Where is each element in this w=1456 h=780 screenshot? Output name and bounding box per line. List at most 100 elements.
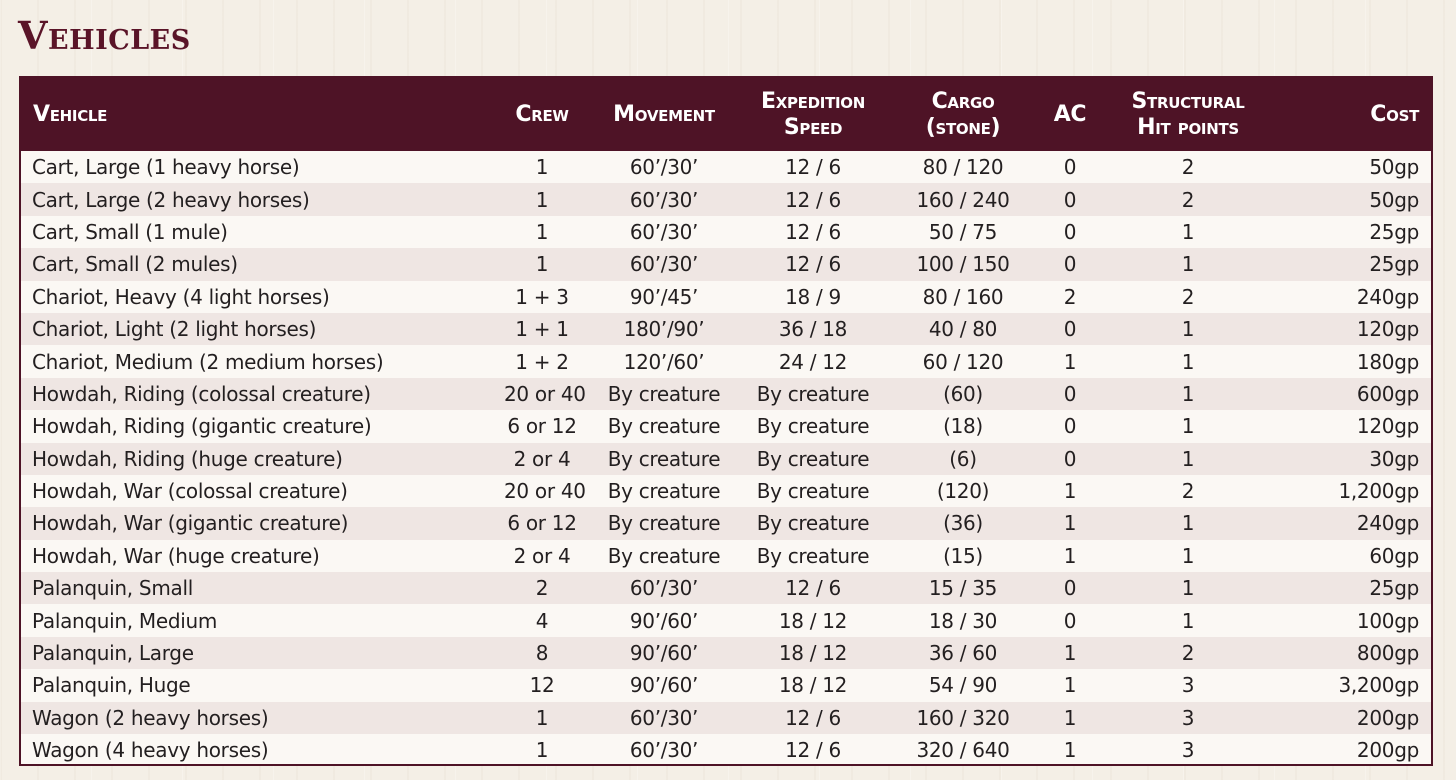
header-expedition-speed-line1: Expedition — [761, 88, 865, 114]
cell-movement: 60’/30’ — [629, 705, 699, 730]
cell-structural-hp: 3 — [1181, 705, 1195, 730]
cell-expedition-speed: 12 / 6 — [785, 738, 841, 763]
cell-cargo: 320 / 640 — [916, 738, 1010, 763]
cell-crew: 20 or 40 — [504, 479, 586, 504]
cell-structural-hp: 2 — [1181, 187, 1195, 212]
cell-expedition-speed: By creature — [756, 511, 870, 536]
cell-ac: 0 — [1063, 155, 1077, 180]
cell-expedition-speed: 18 / 12 — [778, 673, 848, 698]
cell-cost: 50gp — [1369, 155, 1419, 180]
cell-crew: 1 — [535, 155, 549, 180]
cell-cost: 25gp — [1369, 252, 1419, 277]
cell-cargo: 54 / 90 — [928, 673, 998, 698]
table-header-row: Vehicle Crew Movement Expedition Speed C… — [21, 78, 1431, 151]
cell-ac: 0 — [1063, 317, 1077, 342]
header-structural-hp-line1: Structural — [1131, 88, 1245, 114]
cell-cargo: 80 / 160 — [922, 284, 1004, 309]
cell-crew: 2 — [535, 576, 549, 601]
cell-cost: 240gp — [1356, 284, 1419, 309]
cell-movement: 120’/60’ — [623, 349, 705, 374]
cell-movement: 180’/90’ — [623, 317, 705, 342]
cell-cost: 1,200gp — [1338, 479, 1419, 504]
cell-movement: 60’/30’ — [629, 252, 699, 277]
cell-movement: 90’/60’ — [629, 673, 699, 698]
cell-vehicle: Cart, Large (2 heavy horses) — [32, 187, 310, 212]
cell-ac: 1 — [1063, 705, 1077, 730]
cell-crew: 20 or 40 — [504, 381, 586, 406]
cell-cargo: (6) — [949, 446, 977, 471]
cell-structural-hp: 2 — [1181, 155, 1195, 180]
cell-crew: 4 — [535, 608, 549, 633]
cell-vehicle: Palanquin, Medium — [32, 608, 218, 633]
table-body: Cart, Large (1 heavy horse) 1 60’/30’ 12 / … — [21, 151, 1431, 764]
cell-crew: 1 — [535, 252, 549, 277]
table-row: Wagon (2 heavy horses) 1 60’/30’ 12 / 6 160 … — [21, 701, 1431, 735]
cell-expedition-speed: By creature — [756, 543, 870, 568]
header-structural-hp: Structural Hit points — [1102, 78, 1274, 151]
cell-movement: 60’/30’ — [629, 187, 699, 212]
cell-cargo: 80 / 120 — [922, 155, 1004, 180]
cell-vehicle: Chariot, Medium (2 medium horses) — [32, 349, 384, 374]
cell-movement: 90’/60’ — [629, 641, 699, 666]
cell-ac: 1 — [1063, 543, 1077, 568]
cell-crew: 2 or 4 — [513, 543, 571, 568]
cell-movement: By creature — [607, 446, 721, 471]
cell-cargo: (120) — [936, 479, 990, 504]
cell-movement: By creature — [607, 511, 721, 536]
cell-structural-hp: 1 — [1181, 543, 1195, 568]
cell-crew: 1 + 3 — [515, 284, 569, 309]
cell-structural-hp: 1 — [1181, 511, 1195, 536]
cell-ac: 1 — [1063, 738, 1077, 763]
header-crew: Crew — [515, 101, 569, 127]
cell-expedition-speed: By creature — [756, 381, 870, 406]
table-row: Howdah, War (huge creature) 2 or 4 By crea… — [21, 539, 1431, 573]
cell-cost: 200gp — [1356, 738, 1419, 763]
cell-vehicle: Cart, Small (1 mule) — [32, 219, 228, 244]
cell-expedition-speed: 12 / 6 — [785, 576, 841, 601]
cell-movement: 60’/30’ — [629, 738, 699, 763]
cell-expedition-speed: 12 / 6 — [785, 705, 841, 730]
cell-vehicle: Palanquin, Small — [32, 576, 193, 601]
cell-vehicle: Howdah, Riding (huge creature) — [32, 446, 343, 471]
cell-structural-hp: 1 — [1181, 576, 1195, 601]
cell-cost: 120gp — [1356, 317, 1419, 342]
cell-cost: 50gp — [1369, 187, 1419, 212]
cell-cost: 25gp — [1369, 219, 1419, 244]
table-row: Howdah, War (colossal creature) 20 or 40 B… — [21, 474, 1431, 508]
cell-cost: 200gp — [1356, 705, 1419, 730]
cell-structural-hp: 1 — [1181, 381, 1195, 406]
cell-vehicle: Wagon (4 heavy horses) — [32, 738, 269, 763]
cell-vehicle: Cart, Small (2 mules) — [32, 252, 238, 277]
cell-expedition-speed: 12 / 6 — [785, 219, 841, 244]
cell-movement: By creature — [607, 479, 721, 504]
cell-vehicle: Howdah, Riding (gigantic creature) — [32, 414, 372, 439]
header-expedition-speed-line2: Speed — [783, 114, 843, 140]
cell-crew: 1 + 1 — [515, 317, 569, 342]
cell-expedition-speed: 18 / 9 — [785, 284, 841, 309]
cell-movement: By creature — [607, 381, 721, 406]
cell-cargo: 15 / 35 — [928, 576, 998, 601]
cell-ac: 1 — [1063, 673, 1077, 698]
table-row: Wagon (4 heavy horses) 1 60’/30’ 12 / 6 320 … — [21, 734, 1431, 764]
cell-structural-hp: 1 — [1181, 219, 1195, 244]
cell-cargo: (15) — [943, 543, 983, 568]
table-row: Cart, Large (2 heavy horses) 1 60’/30’ 12 /… — [21, 183, 1431, 216]
cell-cargo: (18) — [943, 414, 983, 439]
cell-movement: 60’/30’ — [629, 155, 699, 180]
cell-ac: 1 — [1063, 349, 1077, 374]
cell-ac: 0 — [1063, 381, 1077, 406]
header-cost: Cost — [1370, 101, 1419, 127]
header-cargo-line1: Cargo — [931, 88, 995, 114]
cell-cargo: 40 / 80 — [928, 317, 998, 342]
header-cargo-line2: (stone) — [925, 114, 1001, 140]
cell-structural-hp: 2 — [1181, 641, 1195, 666]
cell-ac: 0 — [1063, 187, 1077, 212]
cell-movement: By creature — [607, 414, 721, 439]
cell-ac: 0 — [1063, 252, 1077, 277]
cell-structural-hp: 1 — [1181, 349, 1195, 374]
table-row: Chariot, Heavy (4 light horses) 1 + 3 90’/… — [21, 280, 1431, 313]
cell-crew: 1 — [535, 705, 549, 730]
cell-cost: 100gp — [1356, 608, 1419, 633]
table-row: Palanquin, Small 2 60’/30’ 12 / 6 15 / 35 0 1 2… — [21, 572, 1431, 605]
table-row: Howdah, War (gigantic creature) 6 or 12 By… — [21, 507, 1431, 540]
